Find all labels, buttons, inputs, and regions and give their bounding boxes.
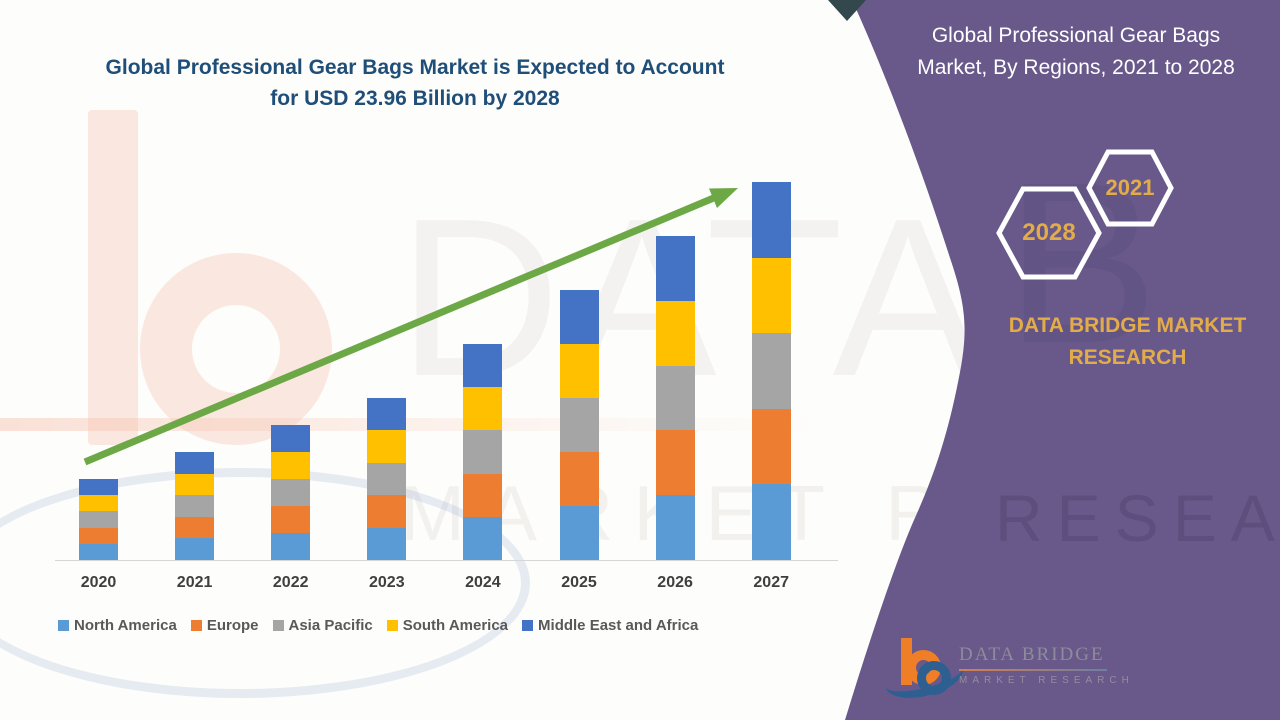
bar-segment-2020-north-america xyxy=(79,543,118,560)
bar-segment-2026-europe xyxy=(655,430,695,496)
data-bridge-heading: DATA BRIDGE MARKET RESEARCH xyxy=(985,310,1270,374)
logo-divider xyxy=(959,669,1107,671)
logo-name: DATA BRIDGE xyxy=(959,644,1105,665)
legend-label: North America xyxy=(74,617,177,634)
logo-wordmark: DATA BRIDGE MARKET RESEARCH xyxy=(959,644,1134,686)
bar-segment-2026-north-america xyxy=(655,495,695,560)
x-axis-label-2024: 2024 xyxy=(465,574,501,591)
bar-segment-2023-middle-east-and-africa xyxy=(367,398,407,431)
x-axis-label-2027: 2027 xyxy=(753,574,789,591)
data-bridge-heading-line2: RESEARCH xyxy=(1068,346,1187,369)
bar-segment-2025-asia-pacific xyxy=(559,398,599,452)
logo-d-shape xyxy=(917,661,951,695)
teal-corner-wedge xyxy=(828,0,866,21)
chart-title-line1: Global Professional Gear Bags Market is … xyxy=(105,56,725,79)
bar-segment-2021-europe xyxy=(175,516,215,539)
bar-segment-2024-middle-east-and-africa xyxy=(463,344,503,388)
bar-segment-2021-asia-pacific xyxy=(175,495,215,517)
chart-title-line2: for USD 23.96 Billion by 2028 xyxy=(270,87,560,110)
legend-item-south-america: South America xyxy=(386,617,509,634)
hexagon-2028: 2028 xyxy=(996,186,1102,280)
bar-segment-2024-asia-pacific xyxy=(463,430,503,474)
bar-segment-2023-north-america xyxy=(367,527,407,560)
bar-segment-2022-europe xyxy=(271,506,311,533)
legend-label: Europe xyxy=(206,617,259,634)
bar-segment-2024-europe xyxy=(463,473,503,517)
bar-segment-2024-north-america xyxy=(463,516,503,560)
bar-segment-2022-north-america xyxy=(271,533,311,560)
x-axis-label-2025: 2025 xyxy=(561,574,597,591)
bar-segment-2026-asia-pacific xyxy=(655,365,695,431)
x-axis-label-2021: 2021 xyxy=(176,574,213,591)
side-panel-title: Global Professional Gear Bags Market, By… xyxy=(880,20,1272,84)
x-axis-label-2020: 2020 xyxy=(80,574,117,591)
bar-segment-2021-middle-east-and-africa xyxy=(175,452,215,474)
bar-segment-2027-asia-pacific xyxy=(751,333,791,409)
bar-segment-2027-south-america xyxy=(751,257,791,334)
hexagon-2021-outline-icon xyxy=(1086,149,1174,227)
legend-swatch-icon xyxy=(272,620,284,631)
chart-title: Global Professional Gear Bags Market is … xyxy=(35,52,795,114)
legend-swatch-icon xyxy=(190,620,202,631)
bar-segment-2021-south-america xyxy=(175,473,215,496)
legend-label: Asia Pacific xyxy=(288,617,373,634)
data-bridge-logo-icon xyxy=(880,634,968,706)
bar-segment-2026-middle-east-and-africa xyxy=(655,236,695,301)
legend-item-north-america: North America xyxy=(58,617,177,634)
hexagon-2021-label: 2021 xyxy=(1105,175,1155,200)
bar-segment-2025-middle-east-and-africa xyxy=(559,290,599,344)
bar-segment-2020-middle-east-and-africa xyxy=(79,479,118,496)
hexagon-2028-outline-icon xyxy=(996,186,1102,280)
legend-swatch-icon xyxy=(58,620,69,631)
bar-segment-2020-asia-pacific xyxy=(79,511,118,528)
x-axis-label-2026: 2026 xyxy=(657,574,693,591)
bar-segment-2020-south-america xyxy=(79,495,118,512)
data-bridge-logo: DATA BRIDGE MARKET RESEARCH xyxy=(880,634,1134,706)
legend-swatch-icon xyxy=(386,620,398,631)
data-bridge-heading-line1: DATA BRIDGE MARKET xyxy=(1008,314,1247,337)
legend-item-middle-east-and-africa: Middle East and Africa xyxy=(522,617,698,634)
bar-segment-2027-north-america xyxy=(751,484,791,560)
bar-segment-2026-south-america xyxy=(655,300,695,366)
legend-item-europe: Europe xyxy=(190,617,259,634)
x-axis-label-2023: 2023 xyxy=(369,574,405,591)
hexagon-2028-label: 2028 xyxy=(1022,219,1076,246)
logo-subtitle: MARKET RESEARCH xyxy=(959,675,1134,686)
chart-legend: North America Europe Asia Pacific South Ame… xyxy=(58,617,698,634)
side-panel-title-line2: Market, By Regions, 2021 to 2028 xyxy=(917,56,1235,79)
bar-segment-2023-asia-pacific xyxy=(367,462,407,496)
x-axis-line xyxy=(55,560,838,561)
bar-segment-2023-south-america xyxy=(367,430,407,463)
bar-segment-2025-europe xyxy=(559,452,599,506)
legend-label: South America xyxy=(402,617,509,634)
bar-segment-2022-south-america xyxy=(271,452,311,479)
x-axis-label-2022: 2022 xyxy=(272,574,309,591)
bar-segment-2020-europe xyxy=(79,527,118,544)
bar-segment-2025-north-america xyxy=(559,506,599,560)
hexagon-2021: 2021 xyxy=(1086,149,1174,227)
bar-segment-2025-south-america xyxy=(559,344,599,398)
bar-segment-2023-europe xyxy=(367,495,407,528)
bar-segment-2027-europe xyxy=(751,408,791,485)
legend-item-asia-pacific: Asia Pacific xyxy=(272,617,373,634)
side-panel-title-line1: Global Professional Gear Bags xyxy=(931,24,1221,47)
legend-swatch-icon xyxy=(522,620,534,631)
bar-segment-2022-middle-east-and-africa xyxy=(271,425,311,452)
bar-segment-2022-asia-pacific xyxy=(271,479,311,506)
bar-segment-2021-north-america xyxy=(175,538,215,560)
bar-segment-2024-south-america xyxy=(463,387,503,431)
bar-segment-2027-middle-east-and-africa xyxy=(751,182,791,258)
legend-label: Middle East and Africa xyxy=(538,617,699,634)
